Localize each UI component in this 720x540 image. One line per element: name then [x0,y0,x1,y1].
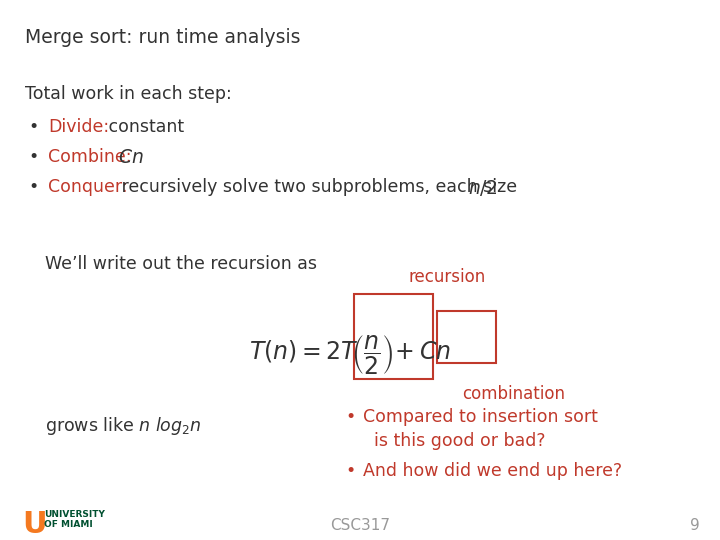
Text: Combine:: Combine: [48,148,132,166]
Text: Total work in each step:: Total work in each step: [25,85,232,103]
Text: UNIVERSITY
OF MIAMI: UNIVERSITY OF MIAMI [44,510,105,529]
Text: is this good or bad?: is this good or bad? [363,432,546,450]
Text: Conquer:: Conquer: [48,178,127,196]
Text: U: U [22,510,47,539]
Text: We’ll write out the recursion as: We’ll write out the recursion as [45,255,317,273]
Text: •: • [28,178,38,196]
Text: •: • [345,408,355,426]
Text: recursion: recursion [408,268,485,286]
Text: 9: 9 [690,518,700,533]
Text: Merge sort: run time analysis: Merge sort: run time analysis [25,28,300,47]
Text: CSC317: CSC317 [330,518,390,533]
Text: And how did we end up here?: And how did we end up here? [363,462,622,480]
Text: •: • [28,148,38,166]
Text: combination: combination [462,385,565,403]
Text: recursively solve two subproblems, each size: recursively solve two subproblems, each … [116,178,523,196]
Text: •: • [28,118,38,136]
Text: Divide:: Divide: [48,118,109,136]
Text: constant: constant [103,118,184,136]
Text: grows like $\mathit{n}\ \mathit{log}_{\mathit{2}}\mathit{n}$: grows like $\mathit{n}\ \mathit{log}_{\m… [45,415,202,437]
Text: $\mathit{Cn}$: $\mathit{Cn}$ [118,148,144,167]
Text: Compared to insertion sort: Compared to insertion sort [363,408,598,426]
Text: $T(n)=2T\!\left(\dfrac{n}{2}\right)\!+Cn$: $T(n)=2T\!\left(\dfrac{n}{2}\right)\!+Cn… [249,333,451,377]
Text: $\mathit{n/2}$: $\mathit{n/2}$ [468,178,498,198]
Text: •: • [345,462,355,480]
